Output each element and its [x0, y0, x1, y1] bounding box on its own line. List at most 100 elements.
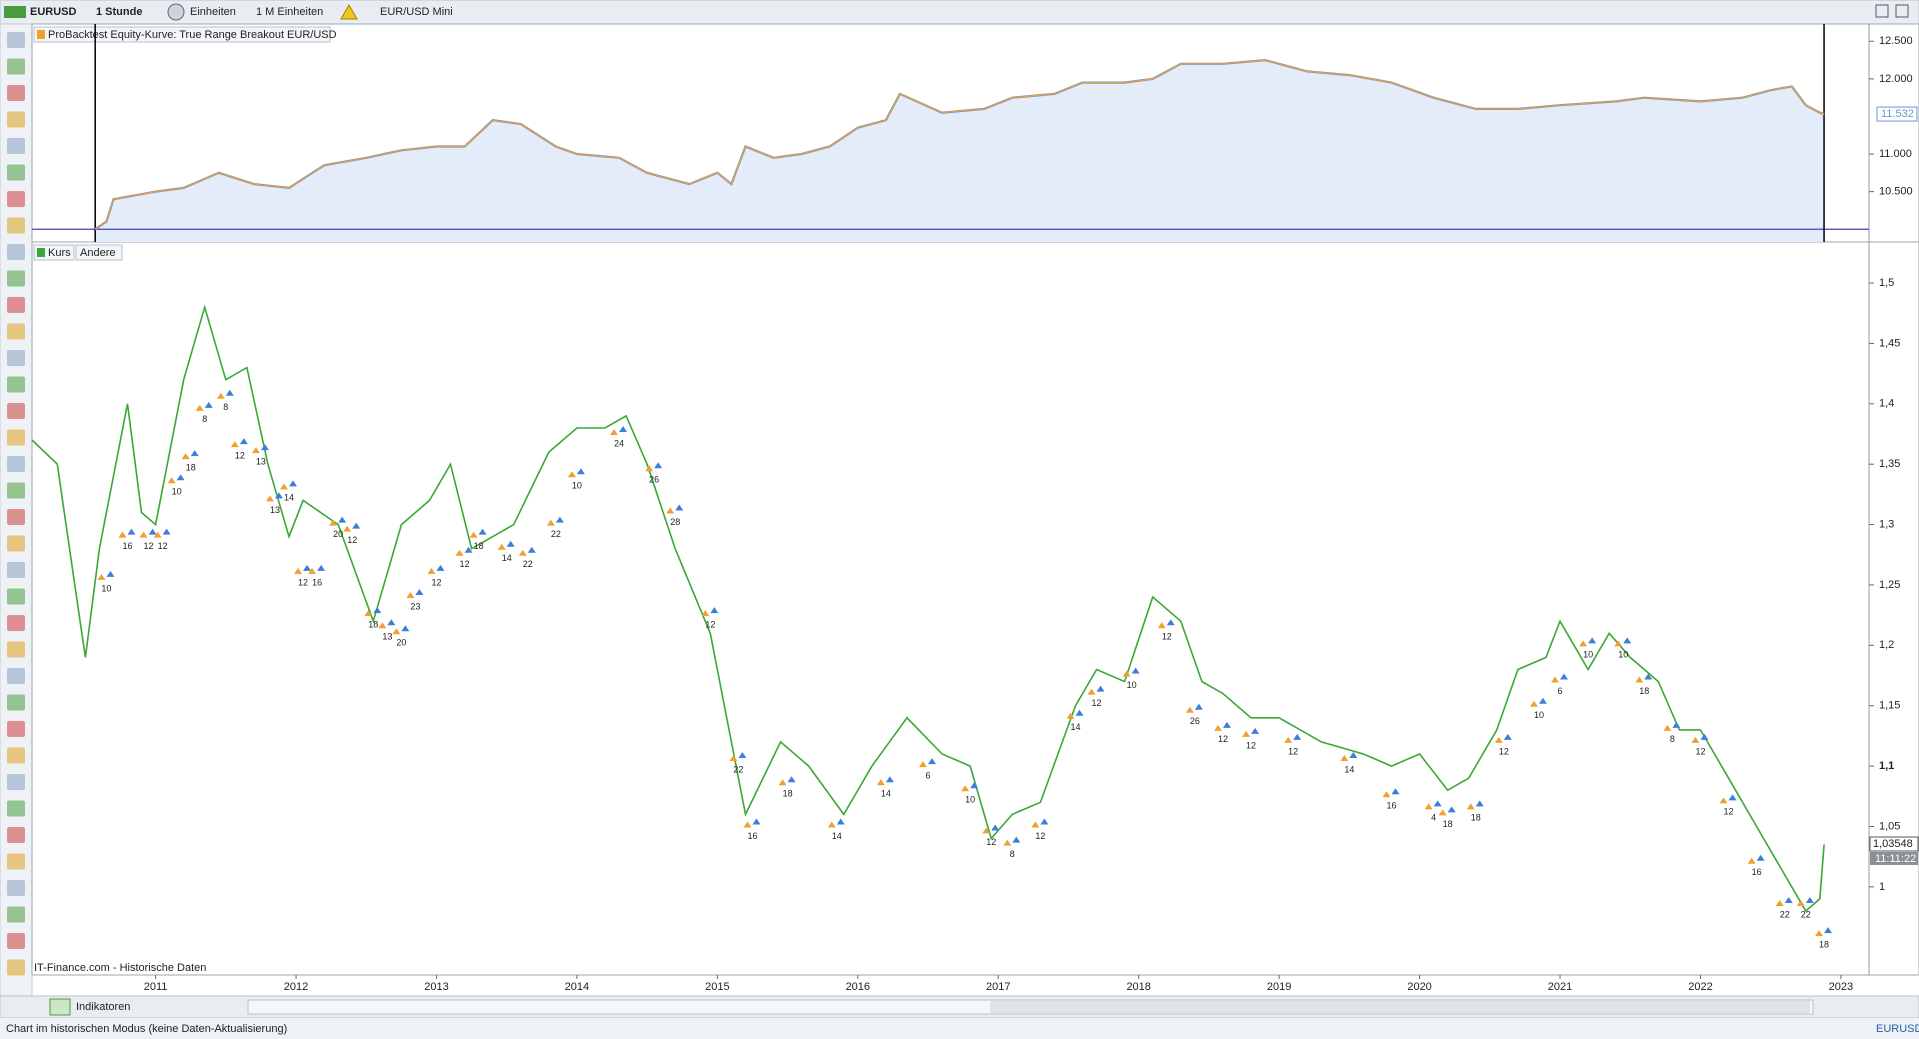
signal-arrow-up [1251, 727, 1260, 734]
tool-icon[interactable] [7, 535, 25, 552]
tool-icon[interactable] [7, 933, 25, 949]
tool-icon[interactable] [7, 482, 25, 499]
tool-icon[interactable] [7, 774, 25, 790]
signal-arrow-up [1538, 697, 1547, 704]
y-tick-label: 1,4 [1879, 398, 1894, 410]
scroll-thumb[interactable] [990, 1001, 1810, 1013]
tool-icon[interactable] [7, 217, 25, 234]
last-equity-box [1876, 106, 1918, 122]
signal-label: 13 [270, 505, 280, 515]
tool-icon[interactable] [7, 853, 25, 870]
signal-label: 10 [572, 481, 582, 491]
x-tick-label: 2023 [1829, 981, 1853, 993]
signal-arrow-up [1433, 800, 1442, 807]
signal-arrow [1691, 736, 1700, 743]
tool-icon[interactable] [7, 668, 25, 684]
signal-label: 18 [186, 463, 196, 473]
y-tick-label: 12.000 [1879, 73, 1913, 85]
tool-icon[interactable] [7, 615, 25, 631]
signal-arrow [1122, 670, 1131, 677]
signal-arrow [139, 531, 148, 538]
signal-label: 12 [235, 450, 245, 460]
x-tick-label: 2013 [424, 981, 448, 993]
tool-icon[interactable] [7, 138, 25, 154]
signal-arrow [701, 610, 710, 617]
signal-arrow [497, 543, 506, 550]
signal-arrow-up [225, 389, 234, 396]
tool-icon[interactable] [7, 164, 25, 181]
tool-icon[interactable] [7, 323, 25, 340]
signal-label: 23 [410, 601, 420, 611]
signal-arrow [406, 592, 415, 599]
tool-icon[interactable] [7, 827, 25, 843]
x-tick-label: 2011 [144, 981, 168, 993]
signal-arrow-up [204, 401, 213, 408]
signal-arrow-up [1756, 854, 1765, 861]
tool-icon[interactable] [7, 456, 25, 472]
signal-arrow [1157, 622, 1166, 629]
signal-arrow-up [1623, 637, 1632, 644]
signal-label: 16 [747, 831, 757, 841]
x-tick-label: 2020 [1407, 981, 1431, 993]
signal-arrow-up [1194, 703, 1203, 710]
status-bar [0, 1018, 1919, 1039]
signal-label: 22 [551, 529, 561, 539]
tab-label[interactable]: Kurs [48, 247, 71, 259]
signal-arrow-up [787, 776, 796, 783]
amount[interactable]: 1 M Einheiten [256, 6, 323, 18]
tab[interactable] [75, 244, 123, 261]
tool-icon[interactable] [7, 641, 25, 658]
signal-arrow-up [303, 564, 312, 571]
tool-icon[interactable] [7, 111, 25, 128]
tool-icon[interactable] [7, 880, 25, 896]
tool-icon[interactable] [7, 191, 25, 207]
tool-icon[interactable] [7, 297, 25, 313]
tool-icon[interactable] [7, 350, 25, 366]
signal-arrow [1382, 791, 1391, 798]
tool-icon[interactable] [7, 747, 25, 764]
window-button[interactable] [1895, 4, 1909, 18]
signal-label: 22 [1801, 909, 1811, 919]
tool-icon[interactable] [7, 32, 25, 48]
signal-arrow [610, 429, 619, 436]
signal-arrow-up [1075, 709, 1084, 716]
tool-icon[interactable] [7, 270, 25, 287]
legend-swatch [37, 30, 45, 39]
symbol[interactable]: EURUSD [30, 6, 77, 18]
indicators-button[interactable]: Indikatoren [76, 1001, 130, 1013]
signal-arrow-up [1700, 733, 1709, 740]
signal-label: 12 [1035, 831, 1045, 841]
tool-icon[interactable] [7, 694, 25, 711]
signal-arrow-up [239, 438, 248, 445]
tool-icon[interactable] [7, 85, 25, 101]
tool-icon[interactable] [7, 429, 25, 446]
signal-arrow [1663, 724, 1672, 731]
interval[interactable]: 1 Stunde [96, 6, 142, 18]
tool-icon[interactable] [7, 959, 25, 976]
signal-arrow [118, 531, 127, 538]
warning-icon [340, 3, 358, 20]
signal-arrow-up [1805, 896, 1814, 903]
signal-label: 18 [1639, 686, 1649, 696]
tool-icon[interactable] [7, 562, 25, 578]
tool-icon[interactable] [7, 721, 25, 737]
signal-arrow-up [991, 824, 1000, 831]
tool-icon[interactable] [7, 58, 25, 75]
tool-icon[interactable] [7, 403, 25, 419]
signal-label: 28 [670, 517, 680, 527]
tool-icon[interactable] [7, 509, 25, 525]
signal-label: 12 [431, 577, 441, 587]
tool-icon[interactable] [7, 906, 25, 923]
units[interactable]: Einheiten [190, 6, 236, 18]
signal-arrow [251, 447, 260, 454]
status-symbol[interactable]: EURUSD [1876, 1023, 1919, 1035]
tool-icon[interactable] [7, 588, 25, 605]
signal-arrow [167, 477, 176, 484]
tab-label[interactable]: Andere [80, 247, 115, 259]
tool-icon[interactable] [7, 800, 25, 817]
x-tick-label: 2012 [284, 981, 308, 993]
tool-icon[interactable] [7, 244, 25, 260]
tool-icon[interactable] [7, 376, 25, 393]
window-button[interactable] [1875, 4, 1889, 18]
signal-arrow-up [338, 516, 347, 523]
